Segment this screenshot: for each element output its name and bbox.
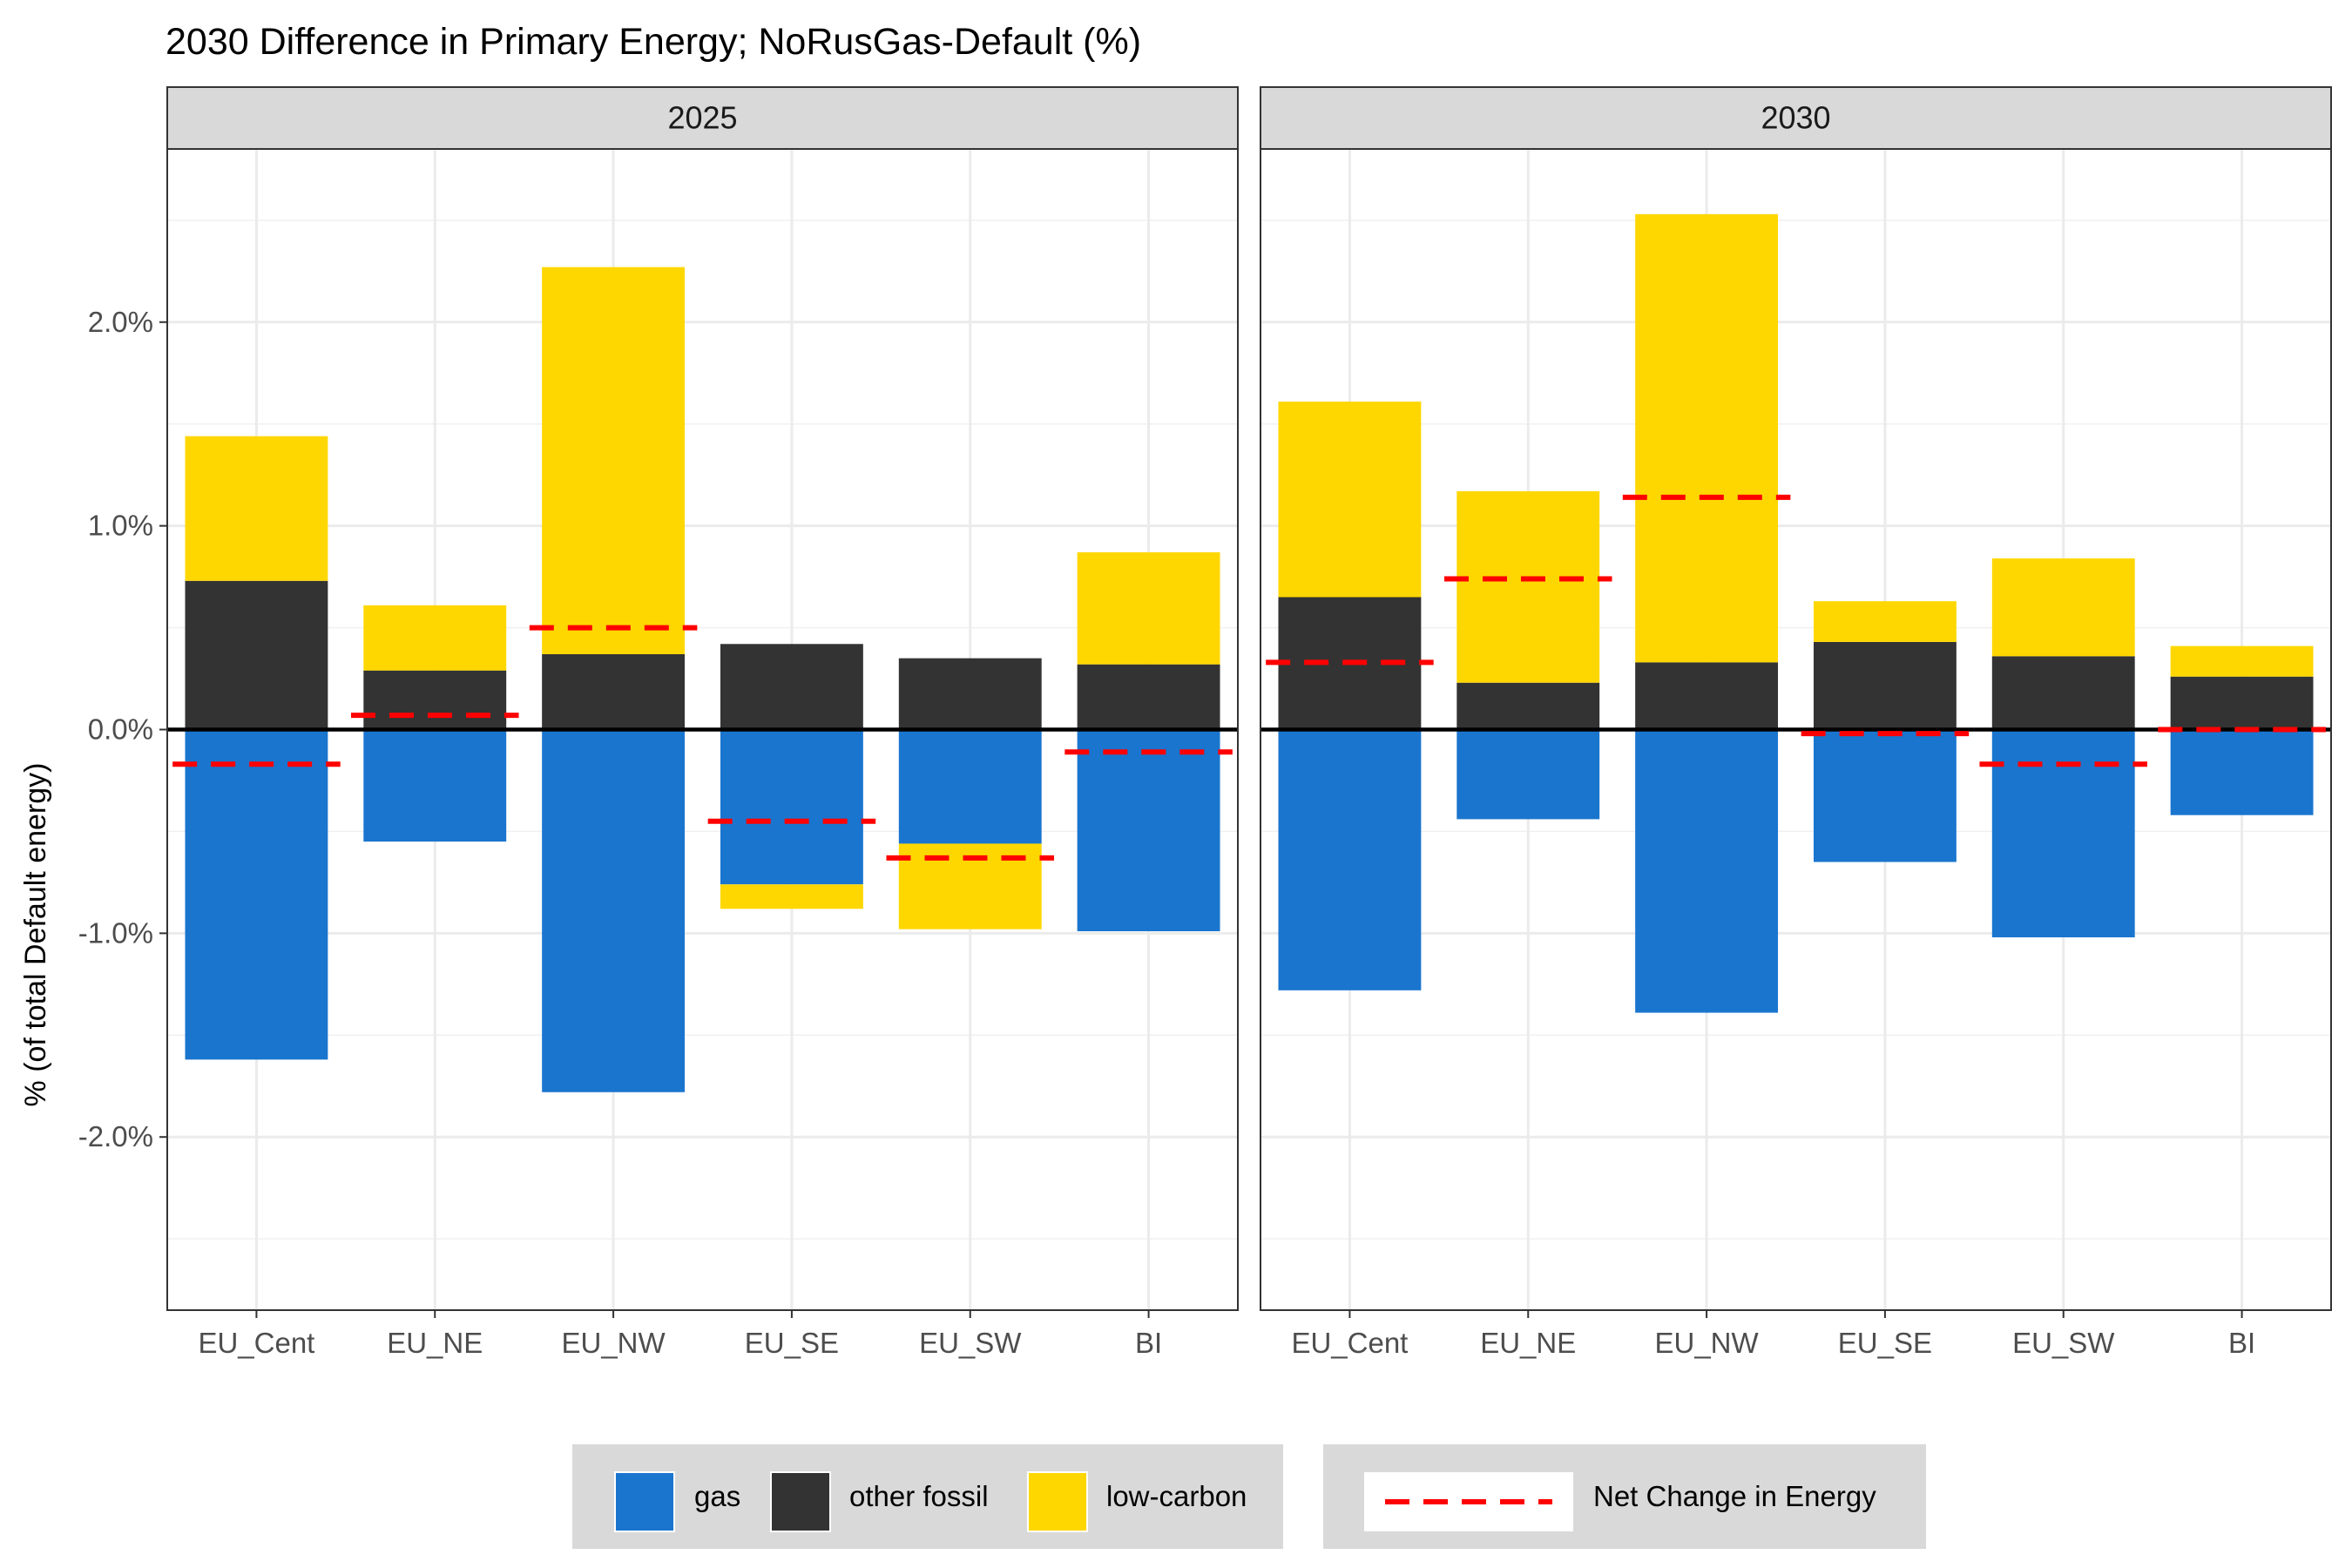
bar-gas-EU_SE bbox=[720, 729, 863, 885]
legend-label-low-carbon: low-carbon bbox=[1106, 1480, 1247, 1512]
legend-fill-background bbox=[572, 1444, 1283, 1549]
net-change-lines bbox=[172, 625, 1233, 861]
bar-other-fossil-BI bbox=[2170, 676, 2314, 730]
bar-gas-EU_SW bbox=[1991, 729, 2135, 938]
x-tick-label: EU_NE bbox=[387, 1327, 483, 1359]
y-tick-labels: -2.0% -1.0% 0.0% 1.0% 2.0% bbox=[78, 306, 167, 1152]
bar-low-carbon-EU_NW bbox=[1635, 213, 1779, 663]
bar-low-carbon-EU_SE bbox=[1813, 601, 1957, 642]
legend-label-net-change: Net Change in Energy bbox=[1593, 1480, 1876, 1512]
facet-panel-2030: 2030 EU_Cent EU_NE EU_NW EU_SE EU_SW BI bbox=[1260, 86, 2332, 1359]
bar-gas-EU_Cent bbox=[185, 729, 328, 1060]
bars bbox=[185, 267, 1220, 1092]
y-axis-title: % (of total Default energy) bbox=[19, 763, 52, 1107]
x-tick-label: EU_NW bbox=[561, 1327, 666, 1359]
x-tick-label: EU_Cent bbox=[198, 1327, 314, 1359]
facet-strip bbox=[1260, 86, 2332, 150]
facet-panel-2025: 2025 EU_Cent EU_NE EU_NW EU_SE EU_SW BI bbox=[166, 86, 1239, 1359]
bar-low-carbon-EU_Cent bbox=[1278, 401, 1422, 598]
bar-low-carbon-EU_NE bbox=[1456, 490, 1600, 683]
y-tick-label: 2.0% bbox=[88, 306, 153, 338]
bar-other-fossil-EU_NE bbox=[363, 670, 507, 730]
y-tick-label: 1.0% bbox=[88, 510, 153, 542]
bar-gas-EU_NW bbox=[1635, 729, 1779, 1013]
x-axis: EU_Cent EU_NE EU_NW EU_SE EU_SW BI bbox=[1291, 1310, 2255, 1359]
legend-key-gas bbox=[614, 1471, 675, 1532]
panels: 2025 EU_Cent EU_NE EU_NW EU_SE EU_SW BI 2030 EU_… bbox=[166, 86, 2332, 1359]
bar-other-fossil-EU_SW bbox=[898, 658, 1042, 730]
facet-strip bbox=[166, 86, 1239, 150]
chart-title: 2030 Difference in Primary Energy; NoRus… bbox=[166, 21, 1141, 63]
y-tick-label: -1.0% bbox=[78, 916, 153, 949]
bar-low-carbon-EU_NW bbox=[542, 267, 686, 654]
bar-other-fossil-EU_Cent bbox=[185, 580, 328, 730]
bar-low-carbon-BI bbox=[2170, 645, 2314, 677]
facet-strip-label: 2025 bbox=[667, 100, 737, 136]
bar-low-carbon-EU_SW bbox=[1991, 558, 2135, 657]
net-change-lines bbox=[1266, 494, 2326, 767]
bar-low-carbon-BI bbox=[1077, 552, 1220, 665]
bar-gas-EU_Cent bbox=[1278, 729, 1422, 990]
x-tick-label: EU_NE bbox=[1480, 1327, 1576, 1359]
bar-gas-EU_NE bbox=[363, 729, 507, 842]
y-tick-label: -2.0% bbox=[78, 1120, 153, 1152]
x-axis: EU_Cent EU_NE EU_NW EU_SE EU_SW BI bbox=[198, 1310, 1162, 1359]
bar-low-carbon-EU_SE bbox=[720, 884, 863, 909]
bar-gas-EU_SE bbox=[1813, 729, 1957, 862]
bar-gas-BI bbox=[2170, 729, 2314, 815]
x-tick-label: EU_SE bbox=[745, 1327, 839, 1359]
legend-key-low-carbon bbox=[1027, 1471, 1088, 1532]
bar-other-fossil-BI bbox=[1077, 664, 1220, 730]
bar-gas-EU_NE bbox=[1456, 729, 1600, 820]
bar-low-carbon-EU_Cent bbox=[185, 436, 328, 581]
legend-label-other-fossil: other fossil bbox=[849, 1480, 989, 1512]
legend-fill-box: gas other fossil low-carbon bbox=[572, 1444, 1283, 1549]
bar-other-fossil-EU_SE bbox=[1813, 641, 1957, 730]
legend-line-box: Net Change in Energy bbox=[1323, 1444, 1926, 1549]
bar-gas-EU_NW bbox=[542, 729, 686, 1092]
x-tick-label: BI bbox=[2228, 1327, 2255, 1359]
bar-other-fossil-EU_SW bbox=[1991, 656, 2135, 730]
legend: gas other fossil low-carbon Net Change in E… bbox=[572, 1444, 1926, 1549]
bar-low-carbon-EU_NE bbox=[363, 605, 507, 671]
x-tick-label: EU_SW bbox=[2012, 1327, 2115, 1359]
panel-border bbox=[1260, 148, 2332, 1311]
bar-other-fossil-EU_NW bbox=[542, 653, 686, 730]
x-tick-label: BI bbox=[1135, 1327, 1162, 1359]
legend-key-other-fossil bbox=[770, 1471, 831, 1532]
legend-label-gas: gas bbox=[694, 1480, 740, 1512]
bars bbox=[1278, 213, 2314, 1013]
bar-gas-EU_SW bbox=[898, 729, 1042, 844]
bar-other-fossil-EU_NW bbox=[1635, 662, 1779, 730]
bar-gas-BI bbox=[1077, 729, 1220, 932]
bar-other-fossil-EU_SE bbox=[720, 644, 863, 730]
x-tick-label: EU_SE bbox=[1838, 1327, 1932, 1359]
x-tick-label: EU_Cent bbox=[1291, 1327, 1408, 1359]
x-tick-label: EU_NW bbox=[1654, 1327, 1759, 1359]
y-tick-label: 0.0% bbox=[88, 713, 153, 746]
x-tick-label: EU_SW bbox=[919, 1327, 1022, 1359]
facet-strip-label: 2030 bbox=[1761, 100, 1830, 136]
bar-other-fossil-EU_NE bbox=[1456, 682, 1600, 730]
